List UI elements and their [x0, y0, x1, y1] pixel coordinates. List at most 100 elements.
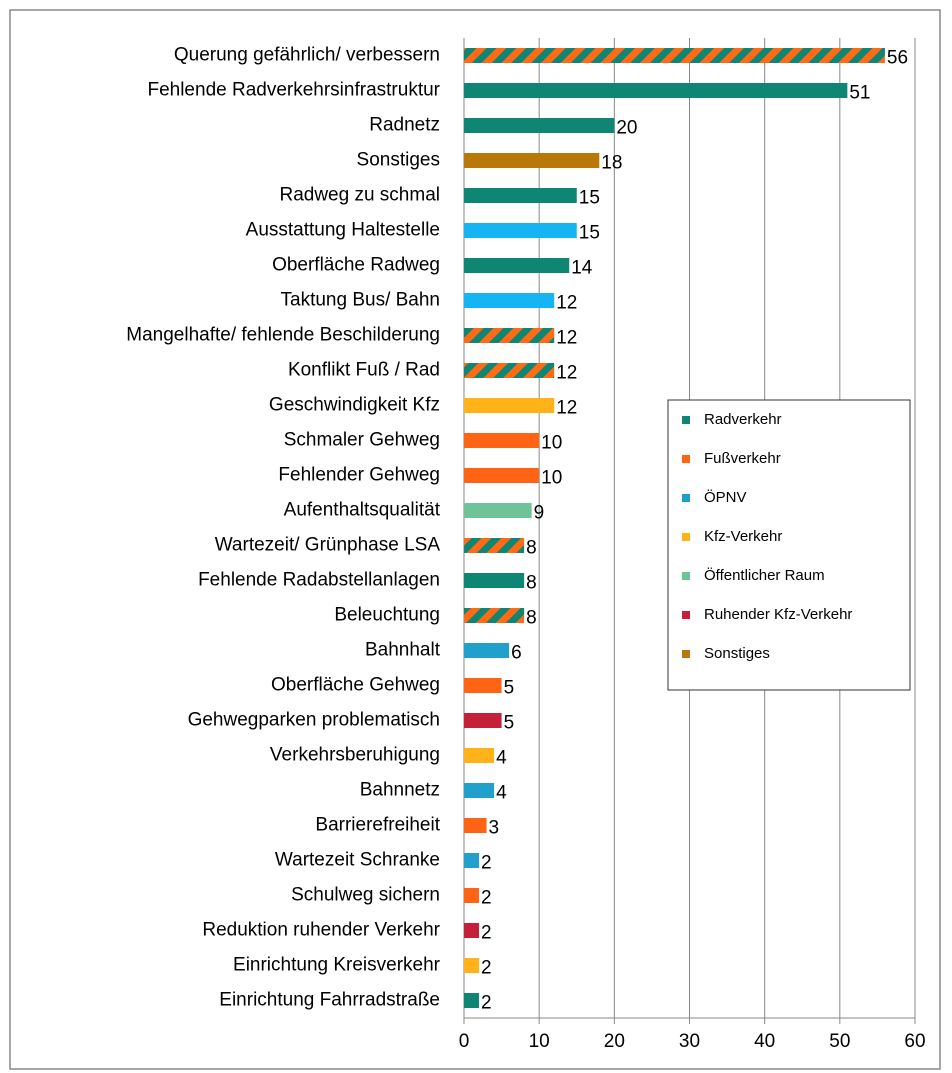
- bar: [464, 818, 487, 833]
- bar: [464, 608, 525, 623]
- y-tick-label: Mangelhafte/ fehlende Beschilderung: [126, 325, 440, 346]
- bar: [464, 573, 525, 588]
- x-tick-label: 30: [679, 1031, 700, 1052]
- bar: [464, 433, 540, 448]
- x-tick-label: 50: [829, 1031, 850, 1052]
- y-tick-label: Geschwindigkeit Kfz: [269, 395, 440, 416]
- data-label: 10: [541, 433, 562, 454]
- x-tick-label: 0: [459, 1031, 470, 1052]
- data-label: 5: [504, 678, 515, 699]
- data-label: 8: [526, 538, 537, 559]
- y-tick-label: Oberfläche Radweg: [272, 255, 440, 276]
- y-tick-label: Wartezeit/ Grünphase LSA: [215, 535, 441, 556]
- y-tick-label: Fehlender Gehweg: [278, 465, 440, 486]
- data-label: 56: [887, 48, 908, 69]
- y-tick-label: Oberfläche Gehweg: [271, 675, 440, 696]
- bar: [464, 398, 555, 413]
- legend-label: Fußverkehr: [704, 450, 781, 467]
- bar: [464, 293, 555, 308]
- legend-label: Kfz-Verkehr: [704, 528, 782, 545]
- legend-swatch: [682, 611, 690, 619]
- data-label: 15: [579, 223, 600, 244]
- bar: [464, 328, 555, 343]
- data-label: 10: [541, 468, 562, 489]
- x-tick-label: 60: [904, 1031, 925, 1052]
- y-tick-label: Querung gefährlich/ verbessern: [174, 45, 440, 66]
- y-tick-label: Barrierefreiheit: [315, 815, 440, 836]
- bar: [464, 853, 480, 868]
- bar: [464, 468, 540, 483]
- legend-label: Sonstiges: [704, 645, 770, 662]
- data-label: 2: [481, 958, 492, 979]
- legend-label: ÖPNV: [704, 488, 747, 506]
- bar: [464, 153, 600, 168]
- legend-swatch: [682, 455, 690, 463]
- bar: [464, 993, 480, 1008]
- bar: [464, 48, 885, 63]
- data-label: 8: [526, 608, 537, 629]
- y-tick-label: Schulweg sichern: [291, 885, 440, 906]
- y-tick-label: Bahnhalt: [365, 640, 441, 661]
- data-label: 5: [504, 713, 515, 734]
- y-tick-label: Reduktion ruhender Verkehr: [202, 920, 440, 941]
- bar: [464, 503, 532, 518]
- legend-swatch: [682, 533, 690, 541]
- bar: [464, 958, 480, 973]
- y-tick-label: Einrichtung Fahrradstraße: [219, 990, 440, 1011]
- bar: [464, 888, 480, 903]
- legend-label: Radverkehr: [704, 411, 782, 428]
- data-label: 4: [496, 783, 507, 804]
- bar: [464, 118, 615, 133]
- bar: [464, 678, 502, 693]
- data-label: 12: [556, 363, 577, 384]
- data-label: 20: [616, 118, 637, 139]
- y-tick-label: Taktung Bus/ Bahn: [281, 290, 441, 311]
- legend-box: [667, 399, 911, 691]
- data-label: 6: [511, 643, 522, 664]
- data-label: 12: [556, 398, 577, 419]
- bar: [464, 258, 570, 273]
- data-label: 2: [481, 888, 492, 909]
- legend-label: Öffentlicher Raum: [704, 566, 825, 584]
- bar: [464, 363, 555, 378]
- y-tick-label: Konflikt Fuß / Rad: [288, 360, 440, 381]
- data-label: 2: [481, 853, 492, 874]
- bar: [464, 748, 495, 763]
- legend-swatch: [682, 650, 690, 658]
- y-tick-label: Sonstiges: [357, 150, 440, 171]
- bar: [464, 83, 848, 98]
- y-tick-label: Beleuchtung: [334, 605, 440, 626]
- x-tick-label: 40: [754, 1031, 775, 1052]
- y-tick-label: Ausstattung Haltestelle: [246, 220, 440, 241]
- data-label: 2: [481, 993, 492, 1014]
- data-label: 4: [496, 748, 507, 769]
- legend-swatch: [682, 416, 690, 424]
- bar: [464, 713, 502, 728]
- y-tick-label: Fehlende Radverkehrsinfrastruktur: [147, 80, 440, 101]
- legend-swatch: [682, 572, 690, 580]
- y-tick-label: Einrichtung Kreisverkehr: [233, 955, 441, 976]
- y-tick-label: Verkehrsberuhigung: [270, 745, 440, 766]
- legend-swatch: [682, 494, 690, 502]
- data-label: 12: [556, 293, 577, 314]
- data-label: 8: [526, 573, 537, 594]
- bar: [464, 188, 577, 203]
- bar: [464, 643, 510, 658]
- bar: [464, 538, 525, 553]
- x-tick-label: 10: [529, 1031, 550, 1052]
- x-tick-label: 20: [604, 1031, 625, 1052]
- legend-label: Ruhender Kfz-Verkehr: [704, 606, 852, 623]
- bar: [464, 223, 577, 238]
- y-tick-label: Gehwegparken problematisch: [188, 710, 440, 731]
- bar: [464, 923, 480, 938]
- y-tick-label: Aufenthaltsqualität: [284, 500, 441, 521]
- data-label: 51: [849, 83, 870, 104]
- y-tick-label: Radnetz: [369, 115, 440, 136]
- data-label: 14: [571, 258, 593, 279]
- data-label: 3: [489, 818, 500, 839]
- y-tick-label: Bahnnetz: [360, 780, 440, 801]
- data-label: 15: [579, 188, 600, 209]
- y-tick-label: Fehlende Radabstellanlagen: [198, 570, 440, 591]
- data-label: 18: [601, 153, 622, 174]
